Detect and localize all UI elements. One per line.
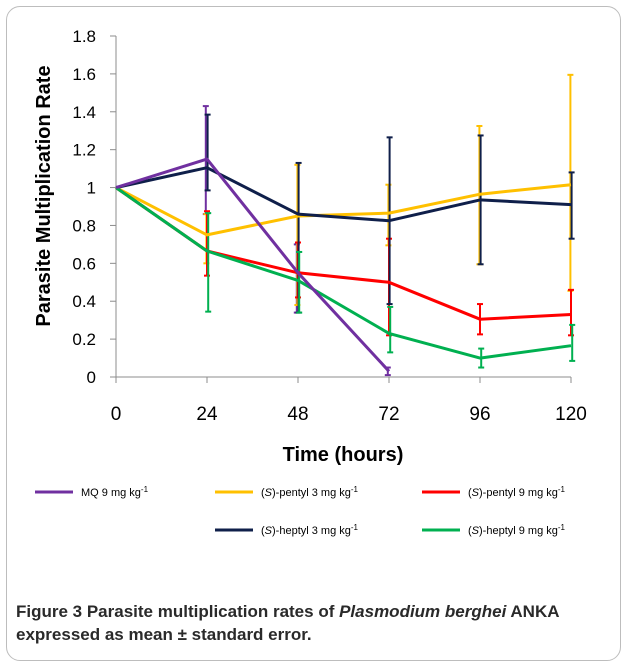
y-tick-label: 1.2 (72, 141, 96, 160)
y-tick-label: 1.6 (72, 65, 96, 84)
series-line (115, 157, 391, 373)
legend-entry: (S)-pentyl 3 mg kg-1 (215, 485, 359, 499)
y-tick-label: 0.8 (72, 216, 96, 235)
figure-caption: Figure 3 Parasite multiplication rates o… (16, 600, 616, 646)
y-axis-label: Parasite Multiplication Rate (33, 65, 55, 326)
x-tick-label: 96 (469, 404, 490, 425)
y-tick-label: 0.2 (72, 330, 96, 349)
series-line (115, 186, 572, 321)
legend-entry: (S)-heptyl 3 mg kg-1 (215, 523, 359, 537)
y-tick-label: 0.4 (72, 292, 96, 311)
legend-label: (S)-pentyl 3 mg kg-1 (261, 485, 359, 499)
x-tick-label: 72 (378, 404, 399, 425)
x-tick-label: 48 (287, 404, 308, 425)
legend-entry: (S)-heptyl 9 mg kg-1 (422, 523, 566, 537)
series-line (115, 186, 572, 360)
x-tick-label: 0 (111, 404, 122, 425)
y-tick-label: 0.6 (72, 254, 96, 273)
x-tick-label: 120 (555, 404, 587, 425)
legend-entry: (S)-pentyl 9 mg kg-1 (422, 485, 566, 499)
legend-label: MQ 9 mg kg-1 (81, 485, 149, 499)
legend-entry: MQ 9 mg kg-1 (35, 485, 149, 499)
chart: 0 0.2 0.4 0.6 0.8 1 1.2 1.4 1.6 1.8 0 24 48 72 96 120 P… (33, 27, 587, 537)
legend-label: (S)-heptyl 3 mg kg-1 (261, 523, 359, 537)
caption-italic: Plasmodium berghei (339, 602, 507, 621)
caption-text-after: ANKA expressed as mean ± standard error. (16, 602, 559, 644)
legend: MQ 9 mg kg-1 (S)-pentyl 3 mg kg-1 (S)-pent… (35, 485, 566, 537)
legend-label: (S)-pentyl 9 mg kg-1 (468, 485, 566, 499)
y-tick-label: 1.8 (72, 27, 96, 46)
y-tick-label: 0 (87, 368, 96, 387)
series-line (115, 166, 572, 223)
series-line (115, 183, 572, 237)
axes: 0 0.2 0.4 0.6 0.8 1 1.2 1.4 1.6 1.8 0 24 48 72 96 120 (72, 27, 586, 425)
x-tick-label: 24 (196, 404, 218, 425)
y-tick-label: 1 (87, 179, 96, 198)
caption-text-before: Parasite multiplication rates of (82, 602, 340, 621)
x-axis-label: Time (hours) (283, 444, 404, 466)
series-lines (115, 157, 572, 373)
caption-label: Figure 3 (16, 602, 83, 621)
legend-label: (S)-heptyl 9 mg kg-1 (468, 523, 566, 537)
figure-frame (6, 6, 621, 661)
y-tick-label: 1.4 (72, 103, 96, 122)
